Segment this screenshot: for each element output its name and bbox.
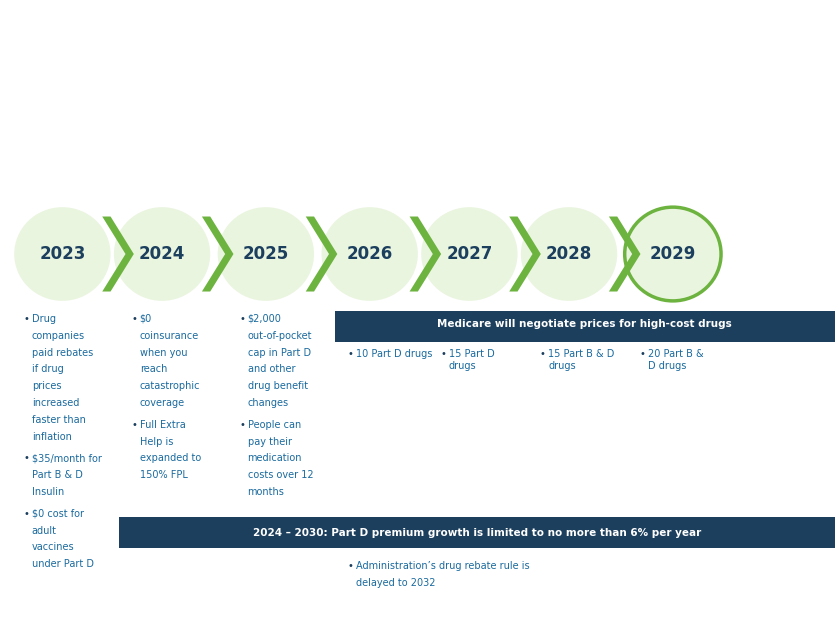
Text: if drug: if drug — [32, 364, 64, 374]
FancyBboxPatch shape — [119, 517, 835, 548]
Text: reach: reach — [139, 364, 167, 374]
Text: 20 Part B &
D drugs: 20 Part B & D drugs — [648, 349, 704, 371]
Text: Medicare will negotiate prices for high-cost drugs: Medicare will negotiate prices for high-… — [437, 319, 732, 329]
Text: •: • — [23, 454, 29, 464]
Text: drug benefit: drug benefit — [248, 381, 308, 391]
Text: inflation: inflation — [32, 431, 71, 442]
Text: $0: $0 — [139, 314, 152, 324]
Ellipse shape — [521, 207, 618, 301]
Text: •: • — [239, 314, 245, 324]
Text: costs over 12: costs over 12 — [248, 470, 313, 481]
Text: Full Extra: Full Extra — [139, 420, 185, 430]
Text: Administration’s drug rebate rule is: Administration’s drug rebate rule is — [356, 561, 529, 571]
Text: 2027: 2027 — [446, 245, 492, 263]
Text: •: • — [239, 420, 245, 430]
Text: 2025: 2025 — [242, 245, 289, 263]
Text: increased: increased — [32, 398, 79, 408]
Ellipse shape — [14, 207, 111, 301]
Text: out-of-pocket: out-of-pocket — [248, 331, 312, 341]
Ellipse shape — [217, 207, 314, 301]
Text: Insulin: Insulin — [32, 487, 64, 497]
Text: medication: medication — [248, 454, 302, 464]
Text: faster than: faster than — [32, 415, 86, 425]
Text: catastrophic: catastrophic — [139, 381, 201, 391]
Text: when you: when you — [139, 348, 187, 357]
Text: Part B & D: Part B & D — [32, 470, 82, 481]
Text: •: • — [132, 314, 138, 324]
Polygon shape — [509, 216, 541, 291]
Ellipse shape — [625, 207, 721, 301]
Polygon shape — [305, 216, 337, 291]
Text: •: • — [347, 349, 353, 359]
Text: 2023: 2023 — [39, 245, 86, 263]
Text: coinsurance: coinsurance — [139, 331, 199, 341]
Text: 15 Part B & D
drugs: 15 Part B & D drugs — [549, 349, 615, 371]
Text: •: • — [347, 561, 353, 571]
Text: delayed to 2032: delayed to 2032 — [356, 578, 435, 588]
Text: $2,000: $2,000 — [248, 314, 281, 324]
Text: Help is: Help is — [139, 437, 173, 447]
Polygon shape — [102, 216, 133, 291]
Text: and other: and other — [248, 364, 295, 374]
Text: prices: prices — [32, 381, 61, 391]
Text: expanded to: expanded to — [139, 454, 201, 464]
Polygon shape — [609, 216, 640, 291]
Text: $35/month for: $35/month for — [32, 454, 102, 464]
Text: vaccines: vaccines — [32, 542, 75, 552]
Text: People can: People can — [248, 420, 301, 430]
FancyBboxPatch shape — [335, 311, 835, 342]
Text: 2028: 2028 — [546, 245, 592, 263]
Ellipse shape — [421, 207, 518, 301]
Text: 10 Part D drugs: 10 Part D drugs — [356, 349, 432, 359]
Text: months: months — [248, 487, 284, 497]
Text: coverage: coverage — [139, 398, 185, 408]
Text: IRA Timeline: IRA Timeline — [612, 43, 810, 70]
Text: pay their: pay their — [248, 437, 292, 447]
Text: 15 Part D
drugs: 15 Part D drugs — [449, 349, 494, 371]
Text: 2029: 2029 — [649, 245, 696, 263]
Text: •: • — [639, 349, 645, 359]
Polygon shape — [409, 216, 441, 291]
Text: companies: companies — [32, 331, 85, 341]
Ellipse shape — [114, 207, 211, 301]
Text: changes: changes — [248, 398, 289, 408]
Text: 150% FPL: 150% FPL — [139, 470, 187, 481]
Polygon shape — [202, 216, 233, 291]
Text: 2026: 2026 — [347, 245, 393, 263]
Ellipse shape — [321, 207, 418, 301]
Text: •: • — [132, 420, 138, 430]
Text: Drug: Drug — [32, 314, 55, 324]
Text: •: • — [540, 349, 546, 359]
Text: cap in Part D: cap in Part D — [248, 348, 310, 357]
Text: 2024: 2024 — [139, 245, 185, 263]
Text: •: • — [23, 509, 29, 519]
Text: adult: adult — [32, 526, 57, 536]
Text: $0 cost for: $0 cost for — [32, 509, 84, 519]
Text: •: • — [23, 314, 29, 324]
Text: •: • — [440, 349, 446, 359]
Text: under Part D: under Part D — [32, 559, 94, 569]
Text: 2024 – 2030: Part D premium growth is limited to no more than 6% per year: 2024 – 2030: Part D premium growth is li… — [253, 528, 701, 538]
Text: paid rebates: paid rebates — [32, 348, 93, 357]
